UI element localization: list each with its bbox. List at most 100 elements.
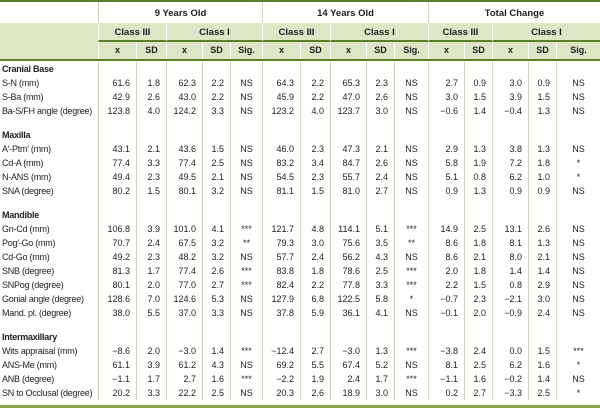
significance-cell: NS bbox=[394, 250, 428, 264]
value-cell: 57.7 bbox=[262, 250, 300, 264]
significance-cell: * bbox=[556, 170, 600, 184]
significance-cell: *** bbox=[230, 344, 262, 358]
value-cell: 2.5 bbox=[202, 156, 230, 170]
value-cell: 8.1 bbox=[492, 236, 528, 250]
empty-cell bbox=[492, 62, 528, 76]
empty-cell bbox=[528, 208, 556, 222]
gap-cell bbox=[428, 198, 464, 208]
value-cell: 1.6 bbox=[464, 372, 492, 386]
value-cell: 3.0 bbox=[428, 90, 464, 104]
empty-cell bbox=[366, 128, 394, 142]
section-label: Maxilla bbox=[2, 130, 31, 140]
value-cell: 43.6 bbox=[166, 142, 202, 156]
sd-header: SD bbox=[528, 42, 556, 59]
value-cell: 2.0 bbox=[136, 278, 166, 292]
value-cell: 2.1 bbox=[136, 142, 166, 156]
empty-cell bbox=[136, 62, 166, 76]
row-label: Cd-A (mm) bbox=[2, 158, 44, 168]
significance-cell: NS bbox=[394, 104, 428, 118]
value-cell: 65.3 bbox=[330, 76, 366, 90]
gap-cell bbox=[98, 320, 136, 330]
value-cell: 37.8 bbox=[262, 306, 300, 320]
gap-cell bbox=[136, 198, 166, 208]
value-cell: −0.7 bbox=[428, 292, 464, 306]
empty-cell bbox=[528, 62, 556, 76]
gap-cell bbox=[464, 320, 492, 330]
section-label: Cranial Base bbox=[2, 64, 54, 74]
value-cell: 1.6 bbox=[202, 372, 230, 386]
table-row: ANB (degree) −1.1 1.7 2.7 1.6 *** −2.2 1.9 2.4 1.… bbox=[0, 372, 600, 386]
value-cell: 1.5 bbox=[464, 278, 492, 292]
empty-cell bbox=[492, 208, 528, 222]
significance-cell: NS bbox=[394, 170, 428, 184]
gap-cell bbox=[262, 198, 300, 208]
significance-cell: NS bbox=[230, 386, 262, 400]
significance-cell: NS bbox=[230, 250, 262, 264]
empty-cell bbox=[98, 62, 136, 76]
value-cell: 55.7 bbox=[330, 170, 366, 184]
section-header-row: Cranial Base bbox=[0, 62, 600, 76]
gap-cell bbox=[394, 198, 428, 208]
value-cell: −1.1 bbox=[428, 372, 464, 386]
table-top-rule bbox=[0, 0, 600, 2]
empty-cell bbox=[262, 62, 300, 76]
significance-cell: NS bbox=[394, 142, 428, 156]
value-cell: 46.0 bbox=[262, 142, 300, 156]
significance-cell: *** bbox=[230, 264, 262, 278]
value-cell: 2.5 bbox=[366, 264, 394, 278]
value-cell: 2.4 bbox=[136, 236, 166, 250]
significance-cell: NS bbox=[556, 184, 600, 198]
empty-cell bbox=[528, 128, 556, 142]
empty-cell bbox=[492, 330, 528, 344]
value-cell: 3.0 bbox=[366, 104, 394, 118]
value-cell: 1.4 bbox=[492, 264, 528, 278]
significance-cell: *** bbox=[230, 278, 262, 292]
value-cell: 0.9 bbox=[492, 184, 528, 198]
value-cell: −3.8 bbox=[428, 344, 464, 358]
significance-cell: NS bbox=[230, 292, 262, 306]
empty-cell bbox=[528, 330, 556, 344]
value-cell: 3.9 bbox=[492, 90, 528, 104]
table-row: Mand. pl. (degree) 38.0 5.5 37.0 3.3 NS 37.8 5.… bbox=[0, 306, 600, 320]
section-label: Intermaxillary bbox=[2, 332, 58, 342]
section-gap-row bbox=[0, 198, 600, 208]
value-cell: 42.9 bbox=[98, 90, 136, 104]
empty-cell bbox=[428, 208, 464, 222]
table-row: ANS-Me (mm) 61.1 3.9 61.2 4.3 NS 69.2 5.5 67.4 5.… bbox=[0, 358, 600, 372]
value-cell: 22.2 bbox=[166, 386, 202, 400]
value-cell: 0.9 bbox=[528, 76, 556, 90]
value-cell: 2.0 bbox=[464, 306, 492, 320]
row-label: S-Ba (mm) bbox=[2, 92, 44, 102]
class-i-header: Class I bbox=[492, 23, 600, 42]
value-cell: 123.8 bbox=[98, 104, 136, 118]
value-cell: 2.3 bbox=[136, 170, 166, 184]
row-label: ANS-Me (mm) bbox=[2, 360, 57, 370]
value-cell: 6.2 bbox=[492, 170, 528, 184]
value-cell: 43.1 bbox=[98, 142, 136, 156]
value-cell: 124.2 bbox=[166, 104, 202, 118]
header-spacer bbox=[0, 2, 98, 25]
age-group-header: 9 Years Old bbox=[98, 2, 262, 25]
empty-cell bbox=[300, 62, 330, 76]
value-cell: 2.9 bbox=[428, 142, 464, 156]
value-cell: 1.4 bbox=[528, 372, 556, 386]
gap-cell bbox=[366, 320, 394, 330]
gap-cell bbox=[300, 320, 330, 330]
significance-cell: *** bbox=[230, 222, 262, 236]
empty-cell bbox=[300, 208, 330, 222]
table-row: Cd-Go (mm) 49.2 2.3 48.2 3.2 NS 57.7 2.4 56.2 4.3… bbox=[0, 250, 600, 264]
value-cell: 2.5 bbox=[464, 358, 492, 372]
value-cell: 3.0 bbox=[366, 386, 394, 400]
table-row: N-ANS (mm) 49.4 2.3 49.5 2.1 NS 54.5 2.3 55.7 2.4… bbox=[0, 170, 600, 184]
value-cell: 8.0 bbox=[492, 250, 528, 264]
empty-cell bbox=[366, 330, 394, 344]
value-cell: 1.5 bbox=[464, 90, 492, 104]
value-cell: 2.1 bbox=[464, 250, 492, 264]
gap-cell bbox=[428, 118, 464, 128]
value-cell: 83.8 bbox=[262, 264, 300, 278]
value-cell: 1.8 bbox=[464, 236, 492, 250]
value-cell: 5.1 bbox=[428, 170, 464, 184]
age-group-header-row: 9 Years Old 14 Years Old Total Change bbox=[0, 2, 600, 25]
value-cell: 2.6 bbox=[366, 90, 394, 104]
table-row: Cd-A (mm) 77.4 3.3 77.4 2.5 NS 83.2 3.4 84.7 2.6 N… bbox=[0, 156, 600, 170]
